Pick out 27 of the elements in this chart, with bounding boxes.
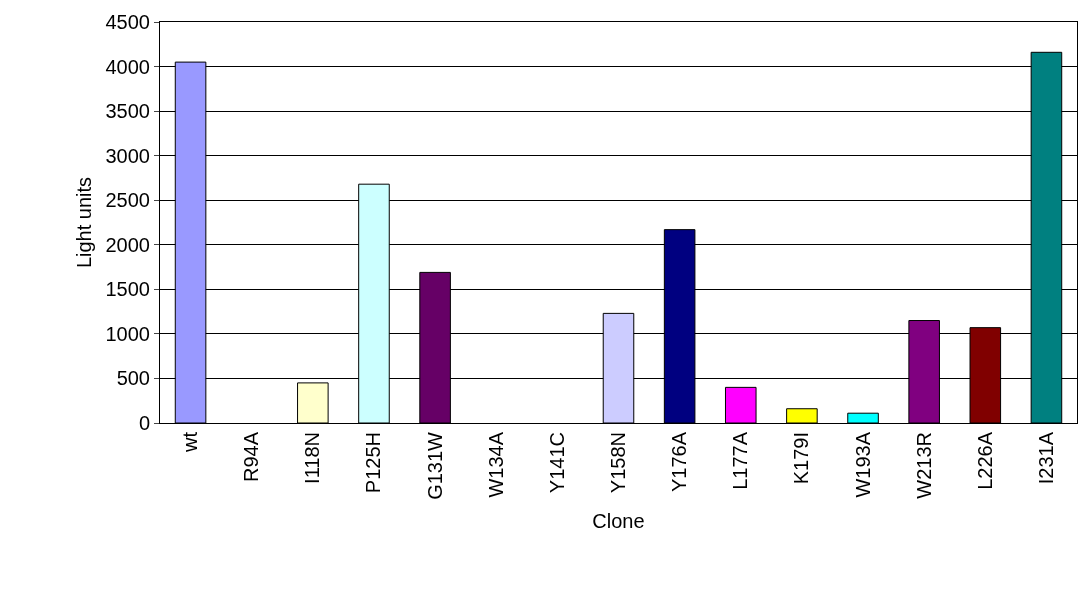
x-tick-label: K179I bbox=[790, 432, 813, 485]
x-tick-label: Y141C bbox=[545, 432, 568, 494]
y-tick-label: 3500 bbox=[105, 100, 150, 123]
x-tick-label: P125H bbox=[362, 432, 385, 494]
y-tick-label: 1500 bbox=[105, 278, 150, 301]
x-tick-label: wt bbox=[179, 431, 202, 453]
y-tick-label: 4500 bbox=[105, 11, 150, 33]
x-tick-label: W134A bbox=[484, 431, 507, 498]
y-tick-label: 4000 bbox=[105, 55, 150, 78]
x-tick-label: L226A bbox=[973, 431, 996, 490]
x-tick-label: W213R bbox=[912, 432, 935, 499]
y-tick-label: 500 bbox=[116, 367, 150, 390]
x-tick-label: I231A bbox=[1034, 431, 1057, 485]
x-tick-label: L177A bbox=[729, 431, 752, 490]
y-tick-label: 2000 bbox=[105, 233, 150, 256]
x-axis-title: Clone bbox=[592, 510, 645, 533]
y-tick-label: 2500 bbox=[105, 189, 150, 212]
x-tick-label: I118N bbox=[301, 432, 324, 484]
x-tick-label: W193A bbox=[851, 431, 874, 498]
y-tick-label: 3000 bbox=[105, 144, 150, 167]
x-tick-label: R94A bbox=[240, 431, 263, 483]
x-tick-label: Y176A bbox=[668, 431, 691, 493]
x-tick-label: G131W bbox=[423, 431, 446, 500]
y-axis-title: Light units bbox=[73, 176, 95, 269]
y-tick-label: 0 bbox=[138, 412, 150, 434]
x-tick-label: Y158N bbox=[607, 432, 629, 494]
y-tick-label: 1000 bbox=[105, 322, 150, 345]
